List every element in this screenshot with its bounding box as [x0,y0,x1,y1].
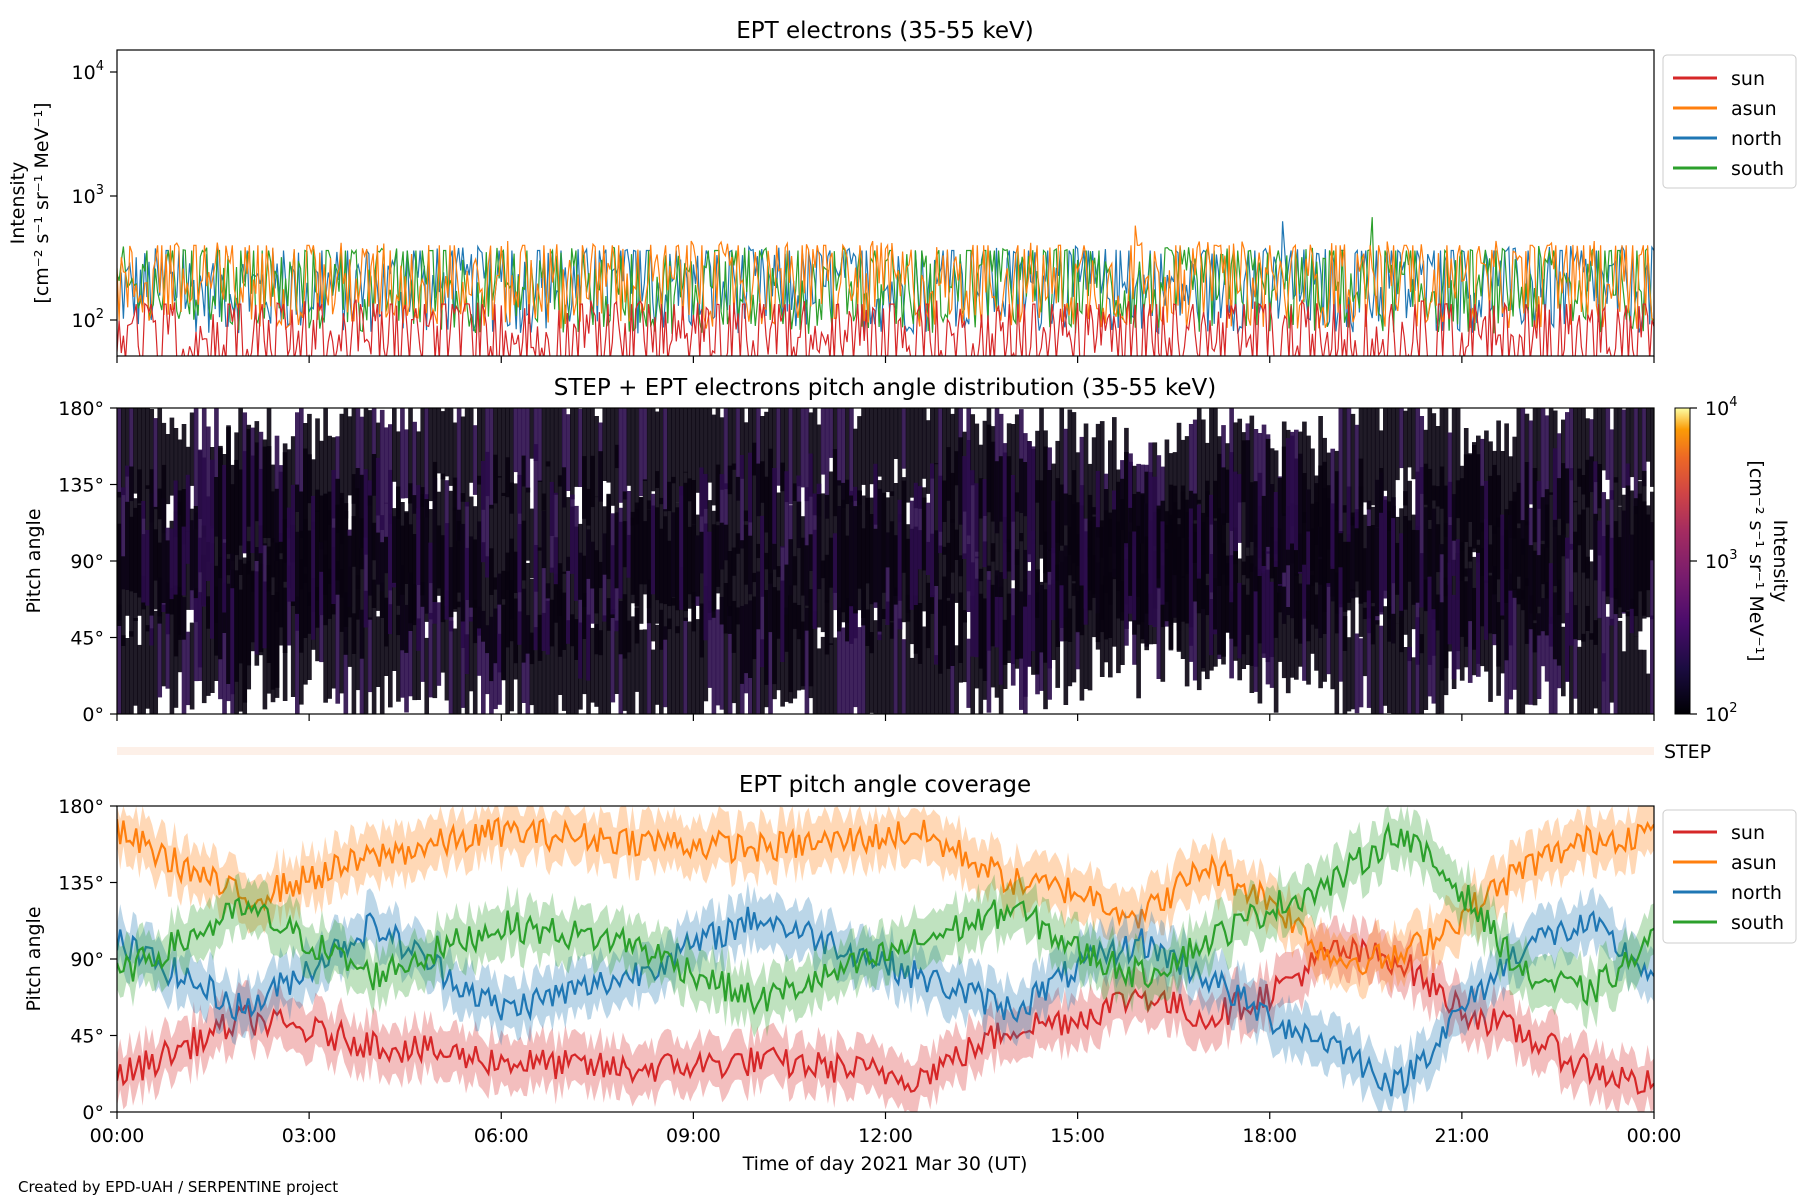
step-band-label: STEP [1664,741,1711,763]
intensity-ytick-10000: 104 [72,59,104,84]
intensity-series-sun [117,299,1654,356]
x-tick-label: 00:00 [1627,1125,1682,1147]
svg-text:[cm⁻² s⁻¹ sr⁻¹ MeV⁻¹]: [cm⁻² s⁻¹ sr⁻¹ MeV⁻¹] [1745,460,1767,661]
y-tick-label: 0° [82,704,104,726]
legend-south-label: south [1731,158,1784,180]
step-band-strip [117,747,1654,755]
x-tick-label: 03:00 [282,1125,337,1147]
intensity-ylabel: Intensity [cm⁻² s⁻¹ sr⁻¹ MeV⁻¹] [7,102,53,303]
x-tick-label: 15:00 [1050,1125,1105,1147]
legend-north-label: north [1731,128,1782,150]
y-tick-label: 45° [70,1026,104,1048]
coverage-line-sun [117,936,1654,1095]
legend-sun-label: sun [1731,68,1765,90]
x-tick-label: 06:00 [474,1125,529,1147]
coverage-band-sun [117,913,1654,1112]
y-tick-label: 135° [58,873,104,895]
intensity-ytick-100: 102 [72,307,104,332]
intensity-panel-title: EPT electrons (35-55 keV) [736,18,1033,44]
intensity-legend: sun asun north south [1662,54,1797,189]
intensity-y-ticks: 102 103 104 [72,59,117,332]
pitch-distribution-fill [117,408,1654,714]
svg-text:Intensity: Intensity [7,162,29,245]
pitch-distribution-y-ticks: 0° 45° 90° 135° 180° [58,398,117,726]
y-tick-label: 180° [58,398,104,420]
pitch-distribution-x-ticks [116,714,1655,721]
pitch-distribution-title: STEP + EPT electrons pitch angle distrib… [554,375,1216,401]
x-tick-label: 09:00 [666,1125,721,1147]
intensity-series-layer [117,217,1654,356]
intensity-panel: EPT electrons (35-55 keV) 102 103 104 In… [7,18,1797,363]
coverage-line-asun [117,816,1654,976]
intensity-ytick-1000: 103 [72,183,104,208]
legend2-sun-label: sun [1731,822,1765,844]
pitch-coverage-panel: EPT pitch angle coverage 0° 45° 90° 135° 180… [23,772,1797,1175]
intensity-x-ticks [116,356,1655,363]
colorbar-tick-10000: 104 [1705,395,1737,420]
svg-text:[cm⁻² s⁻¹ sr⁻¹ MeV⁻¹]: [cm⁻² s⁻¹ sr⁻¹ MeV⁻¹] [31,102,53,303]
pitch-distribution-heatmap [117,408,1654,714]
coverage-line-south [117,821,1654,1016]
legend-asun-label: asun [1731,98,1777,120]
colorbar: 102 103 104 Intensity [cm⁻² s⁻¹ sr⁻¹ MeV… [1674,395,1791,726]
y-tick-label: 45° [70,628,104,650]
pitch-coverage-x-ticks: 00:00 03:00 06:00 09:00 12:00 15:00 18:00 21:00… [90,1112,1682,1147]
legend2-south-label: south [1731,912,1784,934]
x-axis-label: Time of day 2021 Mar 30 (UT) [742,1153,1028,1175]
x-tick-label: 12:00 [858,1125,913,1147]
y-tick-label: 90° [70,949,104,971]
x-tick-label: 18:00 [1242,1125,1297,1147]
coverage-band-asun [117,806,1654,1000]
pitch-coverage-series-layer [117,806,1654,1112]
y-tick-label: 0° [82,1102,104,1124]
intensity-series-asun [117,225,1654,330]
pitch-distribution-panel: STEP + EPT electrons pitch angle distrib… [23,375,1791,726]
coverage-line-north [117,906,1654,1097]
pitch-coverage-ylabel: Pitch angle [23,906,45,1011]
step-band: STEP [117,741,1711,763]
x-tick-label: 21:00 [1434,1125,1489,1147]
colorbar-tick-100: 102 [1705,701,1737,726]
legend2-north-label: north [1731,882,1782,904]
pitch-coverage-y-ticks: 0° 45° 90° 135° 180° [58,796,117,1124]
colorbar-gradient [1674,407,1691,715]
pitch-coverage-title: EPT pitch angle coverage [739,772,1031,798]
y-tick-label: 180° [58,796,104,818]
y-tick-label: 135° [58,475,104,497]
svg-text:Intensity: Intensity [1769,520,1791,603]
coverage-legend: sun asun north south [1662,809,1797,944]
legend2-asun-label: asun [1731,852,1777,874]
y-tick-label: 90° [70,551,104,573]
colorbar-tick-1000: 103 [1705,548,1737,573]
colorbar-label: Intensity [cm⁻² s⁻¹ sr⁻¹ MeV⁻¹] [1745,460,1791,661]
credit-text: Created by EPD-UAH / SERPENTINE project [18,1178,338,1196]
x-tick-label: 00:00 [90,1125,145,1147]
pitch-distribution-ylabel: Pitch angle [23,508,45,613]
